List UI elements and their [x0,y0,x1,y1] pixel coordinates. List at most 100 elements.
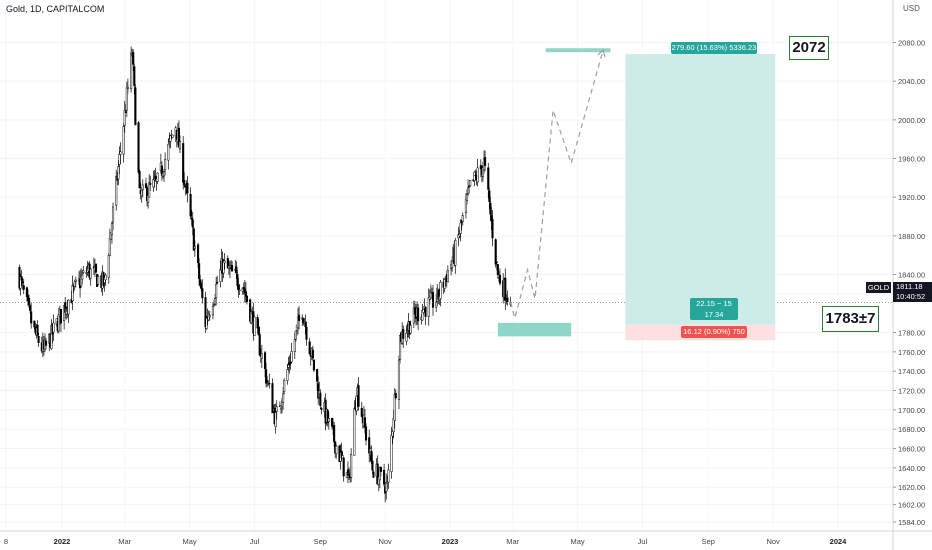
candle-body [398,335,402,360]
time-tick-label: Sep [702,537,715,546]
candle-body [390,435,393,473]
candle-body [458,234,461,237]
candle-body [21,281,24,284]
candle-body [167,144,170,161]
candle-body [454,240,457,266]
price-tick-label: 1602.00 [898,501,925,510]
candle-body [219,269,222,283]
candle-body [372,471,375,478]
candle-body [335,445,338,455]
candle-body [491,219,494,239]
candle-body [431,292,435,308]
candle-body [305,326,308,340]
candle-body [353,408,356,456]
candle-body [107,255,110,278]
candle-body [204,297,207,328]
time-tick-label: 2023 [442,537,459,546]
candle-body [81,274,84,280]
candle-body [45,340,48,346]
price-tick-label: 1700.00 [898,406,925,415]
candle-body [152,179,155,188]
candle-body [130,52,133,89]
candle-body [319,392,322,406]
candle-body [402,329,405,339]
candle-body [228,267,232,270]
candle-body [132,52,135,65]
candle-body [439,282,442,299]
candle-body [245,295,249,302]
time-tick-label: 2022 [54,537,71,546]
price-tick-label: 2080.00 [898,39,925,48]
candle-body [197,244,200,264]
candle-body [227,265,230,269]
candle-body [104,274,107,281]
candle-body [424,306,427,317]
candle-body [364,426,368,441]
candle-body [231,264,234,272]
candle-body [405,332,408,342]
candle-body [190,217,193,220]
support-zone [497,322,572,337]
candle-body [238,289,241,292]
candle-body [216,281,219,284]
candle-body [266,380,269,382]
price-tick-label: 1960.00 [898,155,925,164]
candle-body [371,460,374,471]
price-tick-label: 2000.00 [898,116,925,125]
candle-body [308,341,311,355]
candle-body [126,86,129,89]
candle-body [421,310,424,321]
price-tick-label: 1640.00 [898,464,925,473]
candle-body [201,288,204,299]
candle-body [133,66,136,86]
candle-body [363,417,367,428]
candles [18,46,512,503]
projection-path [510,50,604,321]
candle-body [487,167,490,190]
candle-body [25,287,28,297]
price-tick-label: 1584.00 [898,518,925,527]
price-tick-label: 1660.00 [898,445,925,454]
overlays [0,48,893,341]
candle-body [368,437,371,454]
candle-body [394,393,397,399]
time-tick-label: 2024 [830,537,848,546]
last-price-tag: GOLD 1811.18 10:40:52 [866,282,932,302]
candle-body [350,454,353,478]
candle-body [467,187,470,194]
candle-body [111,206,115,223]
candle-body [397,359,401,400]
profit-zone [625,54,776,325]
price-tick-label: 1780.00 [898,329,925,338]
candle-body [124,111,127,113]
risk-reward-line-2: 17.34 [704,310,724,319]
time-tick-label: Mar [506,537,519,546]
candle-body [97,276,100,285]
candle-body [207,314,210,321]
candle-body [312,359,315,371]
candle-body [200,283,203,289]
time-tick-label: Jul [250,537,260,546]
candle-body [443,279,446,289]
candle-body [36,324,39,336]
candle-body [290,351,293,363]
price-tag-price: 1811.18 [896,282,923,291]
price-tick-label: 1680.00 [898,425,925,434]
candle-body [122,126,125,155]
candle-body [215,284,218,299]
candle-body [260,353,263,359]
candle-body [123,109,126,126]
candle-body [422,309,425,313]
candle-body [484,157,487,166]
candle-body [427,297,430,317]
candle-body [52,322,55,333]
candle-body [387,469,390,483]
candle-body [236,274,239,286]
candle-body [94,263,98,273]
candle-body [33,320,36,328]
candle-body [341,455,344,459]
candle-body [435,301,438,308]
chart-title: Gold, 1D, CAPITALCOM [6,4,105,14]
candle-body [137,122,140,173]
